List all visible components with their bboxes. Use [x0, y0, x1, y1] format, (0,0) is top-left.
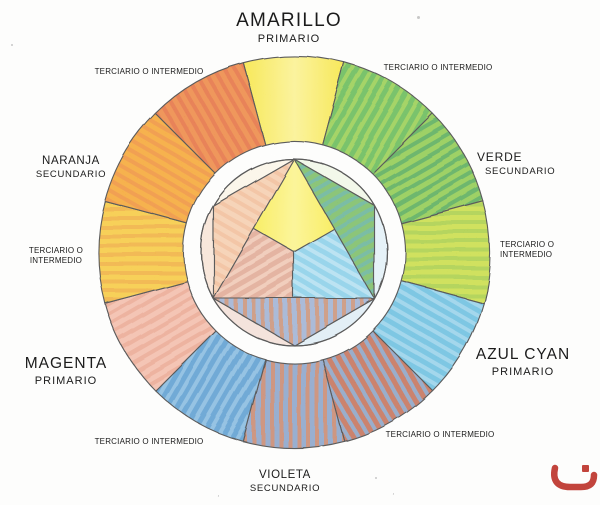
label-tertiary-bottom-right: TERCIARIO O INTERMEDIO [385, 430, 495, 439]
label-tertiary-right: TERCIARIO O INTERMEDIO [500, 240, 554, 260]
label-tertiary-left-line1: TERCIARIO O [28, 246, 84, 255]
logo-mark [551, 464, 598, 491]
label-amarillo-name: AMARILLO [236, 10, 342, 31]
label-violeta-type: SECUNDARIO [249, 483, 321, 495]
label-violeta-name: VIOLETA [259, 469, 311, 481]
scan-speck [375, 477, 377, 479]
label-tertiary-bottom-left: TERCIARIO O INTERMEDIO [94, 437, 204, 446]
label-tertiary-right-line2: INTERMEDIO [500, 249, 553, 259]
label-magenta-type: PRIMARIO [34, 374, 98, 387]
label-azul-cyan-type: PRIMARIO [491, 365, 555, 378]
label-tertiary-left: TERCIARIO O INTERMEDIO [29, 246, 83, 266]
label-naranja-name: NARANJA [42, 155, 100, 167]
logo-curve-stroke [551, 464, 598, 491]
scan-speck [417, 16, 420, 19]
label-verde-name: VERDE [477, 150, 523, 164]
label-tertiary-top-right: TERCIARIO O INTERMEDIO [383, 63, 493, 72]
label-magenta: MAGENTA PRIMARIO [25, 355, 108, 388]
label-amarillo: AMARILLO PRIMARIO [236, 9, 342, 47]
label-naranja-type: SECUNDARIO [35, 169, 107, 181]
label-tertiary-left-line2: INTERMEDIO [29, 255, 83, 265]
label-tertiary-right-line1: TERCIARIO O [500, 240, 555, 249]
pencil-grain-texture [96, 54, 492, 450]
label-magenta-name: MAGENTA [24, 355, 108, 372]
label-verde: VERDE SECUNDARIO [477, 150, 555, 177]
label-naranja: NARANJA SECUNDARIO [36, 154, 106, 181]
label-azul-cyan-name: AZUL CYAN [475, 346, 571, 363]
label-azul-cyan: AZUL CYAN PRIMARIO [476, 346, 570, 379]
label-tertiary-top-left: TERCIARIO O INTERMEDIO [94, 67, 204, 76]
logo-dot [582, 465, 589, 472]
label-amarillo-type: PRIMARIO [257, 33, 321, 46]
label-violeta: VIOLETA SECUNDARIO [250, 468, 320, 495]
label-verde-type: SECUNDARIO [485, 165, 556, 177]
scan-speck [11, 44, 13, 46]
